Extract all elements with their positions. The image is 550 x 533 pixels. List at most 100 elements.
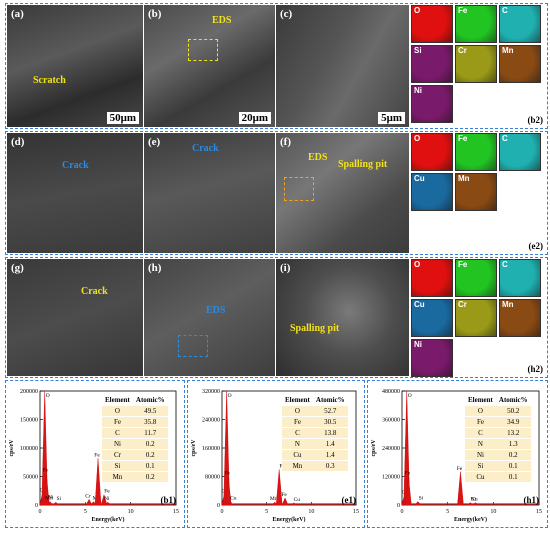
table-cell: N	[282, 438, 313, 450]
table-cell: 1.4	[312, 438, 348, 450]
table-cell: C	[102, 427, 133, 439]
sem-panel-d: (d) Crack	[7, 133, 143, 253]
x-tick-label: 0	[39, 509, 42, 515]
element-map-label: Cu	[414, 300, 425, 309]
annotation-scratch: Scratch	[33, 75, 66, 86]
spectrum-panel-tag: (b1)	[160, 495, 177, 505]
sem-panel-h: (h) EDS	[144, 259, 275, 376]
table-row: Ni 0.2	[102, 438, 168, 450]
element-map-o: O	[411, 5, 453, 43]
table-row: N 1.4	[282, 438, 348, 450]
table-cell: O	[465, 405, 496, 417]
x-tick-label: 5	[84, 509, 87, 515]
table-row: Cu 1.4	[282, 449, 348, 461]
table-cell: Fe	[282, 416, 313, 428]
element-map-label: Fe	[458, 260, 468, 269]
table-cell: 11.7	[132, 427, 168, 439]
eds-map-grid-h2: O Fe C Cu Cr Mn Ni (h2)	[411, 259, 546, 377]
table-cell: 0.1	[495, 471, 531, 482]
table-cell: Fe	[465, 416, 496, 428]
peak-label: Si	[56, 496, 61, 502]
element-map-label: Ni	[414, 86, 422, 95]
peak-label: C	[402, 490, 406, 496]
peak-label: Ni	[48, 494, 54, 500]
y-tick-label: 50000	[23, 475, 38, 481]
element-map-label: Si	[414, 46, 422, 55]
y-tick-label: 360000	[382, 418, 400, 424]
element-map-fe: Fe	[455, 5, 497, 43]
x-tick-label: 5	[446, 509, 449, 515]
y-tick-label: 0	[35, 503, 38, 509]
x-tick-label: 10	[308, 509, 314, 515]
table-header: Element	[282, 395, 313, 406]
element-map-cu: Cu	[411, 173, 453, 211]
map-panel-tag: (b2)	[527, 115, 544, 125]
row-2-frame	[5, 131, 548, 255]
element-map-label: Fe	[458, 6, 468, 15]
x-tick-label: 15	[173, 509, 179, 515]
table-cell: 0.1	[495, 460, 531, 472]
table-row: Fe 30.5	[282, 416, 348, 428]
element-map-label: C	[502, 260, 508, 269]
table-cell: 13.8	[312, 427, 348, 439]
annotation-spalling-pit: Spalling pit	[290, 323, 340, 334]
element-map-o: O	[411, 259, 453, 297]
table-row: Mn 0.3	[282, 460, 348, 471]
eds-spectrum-b1: 0 50000 100000 150000 200000 0 5 10 15 Energy(keV…	[5, 380, 185, 528]
map-panel-tag: (h2)	[527, 364, 544, 374]
y-tick-label: 480000	[382, 389, 400, 395]
table-cell: 0.2	[132, 449, 168, 461]
sem-panel-g: (g) Crack	[7, 259, 143, 376]
peak-label: O	[408, 393, 412, 399]
peak-label: O	[46, 393, 50, 399]
spectrum-peak	[457, 471, 464, 506]
panel-label: (i)	[280, 262, 291, 274]
x-axis-label: Energy(keV)	[92, 516, 125, 523]
atomic-percent-table: Element Atomic% O 52.7 Fe 30.5 C 13.8 N 1.4 Cu 1.4 M…	[282, 395, 348, 471]
sem-panel-c: (c) 5μm	[276, 5, 409, 127]
eds-plot-svg: 0 120000 240000 360000 480000 0 5 10 15 Energy(ke…	[371, 389, 542, 523]
table-row: Fe 35.8	[102, 416, 168, 428]
y-tick-label: 240000	[202, 418, 220, 424]
element-map-label: C	[502, 134, 508, 143]
table-cell: Mn	[102, 471, 133, 482]
x-tick-label: 0	[401, 509, 404, 515]
table-cell: Si	[465, 460, 496, 472]
table-row: C 13.2	[465, 427, 531, 439]
map-panel-tag: (e2)	[528, 241, 544, 251]
table-header: Atomic%	[312, 395, 348, 406]
element-map-c: C	[499, 133, 541, 171]
element-map-mn: Mn	[455, 173, 497, 211]
element-map-o: O	[411, 133, 453, 171]
element-map-ni: Ni	[411, 85, 453, 123]
scale-bar: 50μm	[106, 112, 139, 124]
panel-label: (d)	[11, 136, 25, 148]
eds-box	[188, 39, 218, 61]
y-tick-label: 320000	[202, 389, 220, 395]
spectrum-peak	[281, 497, 289, 506]
table-header: Element	[102, 395, 133, 406]
element-map-label: Cr	[458, 300, 467, 309]
peak-label: Cu	[294, 497, 301, 503]
panel-label: (g)	[11, 262, 24, 274]
y-axis-label: cps/eV	[9, 439, 15, 457]
table-cell: Ni	[465, 449, 496, 461]
y-tick-label: 200000	[20, 389, 38, 395]
x-axis-label: Energy(keV)	[454, 516, 487, 523]
peak-label: C	[222, 488, 226, 494]
spectrum-peak	[100, 494, 108, 506]
peak-label: Ni	[104, 496, 110, 502]
element-map-label: Fe	[458, 134, 468, 143]
spectrum-peak	[94, 458, 102, 506]
x-tick-label: 15	[353, 509, 359, 515]
peak-label: Fe	[225, 471, 231, 477]
sem-panel-e: (e) Crack	[144, 133, 275, 253]
eds-plot-svg: 0 50000 100000 150000 200000 0 5 10 15 Energy(keV…	[9, 389, 179, 523]
table-cell: 1.4	[312, 449, 348, 461]
table-row: N 1.3	[465, 438, 531, 450]
eds-map-grid-b2: O Fe C Si Cr Mn Ni (b2)	[411, 5, 546, 127]
x-axis-label: Energy(keV)	[273, 516, 306, 523]
table-row: Ni 0.2	[465, 449, 531, 461]
table-row: Si 0.1	[465, 460, 531, 472]
